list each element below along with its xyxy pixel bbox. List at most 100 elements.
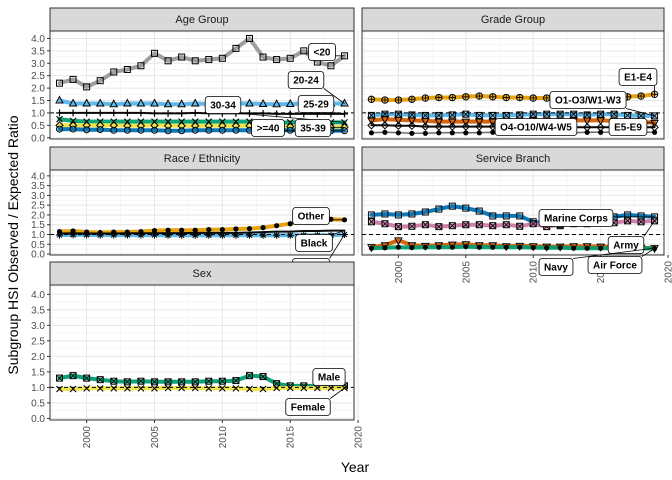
marker-box: [610, 110, 618, 118]
point-male: [123, 378, 131, 386]
leader-line: [332, 230, 345, 235]
leader-line: [329, 387, 345, 399]
marker-plus: [516, 94, 523, 101]
marker-box: [110, 377, 118, 385]
point-e5-e9: [596, 117, 605, 126]
marker-cross: [137, 377, 145, 385]
point-o4-o10-w4-w5: [407, 121, 417, 131]
marker-plus: [462, 93, 470, 100]
point-female: [137, 384, 145, 392]
point-army: [502, 221, 510, 229]
label-box: [607, 236, 645, 254]
marker-box: [218, 377, 226, 385]
point-white: [246, 231, 253, 239]
point-male: [83, 374, 91, 382]
marker-box: [191, 378, 199, 386]
point-white: [232, 231, 240, 239]
marker-box: [232, 377, 240, 385]
point-20-24: [150, 98, 159, 107]
point-e5-e9: [461, 118, 471, 127]
leader-line: [641, 248, 655, 257]
series-label-text: <20: [314, 48, 331, 59]
point-lowest: [422, 130, 428, 136]
point-male: [56, 374, 63, 382]
point-40: [137, 126, 145, 134]
point-e1-e4: [381, 96, 389, 104]
point-white: [286, 231, 294, 239]
point-female: [178, 384, 186, 392]
y-tick-label: 0.0: [31, 133, 45, 144]
point-air-force: [490, 244, 496, 250]
point-black: [70, 228, 76, 234]
marker-box: [123, 378, 131, 386]
marker-cross: [232, 377, 240, 384]
point-black: [165, 227, 171, 233]
panel-title: Grade Group: [481, 14, 545, 26]
y-tick-label: 3.5: [31, 46, 45, 57]
marker-box: [624, 217, 632, 225]
panel-grade-group: Grade Group E1-E4 O1-O3/W1-W3 O4-O10/W4-W5 E…: [361, 7, 669, 140]
point-white: [123, 231, 131, 239]
marker-cross: [164, 378, 172, 386]
point-black: [274, 223, 280, 229]
point-army: [475, 221, 483, 229]
marker-box: [394, 223, 402, 231]
point-20-24: [272, 99, 281, 108]
panel-title: Sex: [193, 268, 212, 280]
point-20: [273, 56, 281, 64]
point-marine-corps: [367, 211, 375, 219]
panel-race-ethnicity: Race / Ethnicity 0.00.51.01.52.02.53.03.5…: [31, 146, 359, 276]
label-box: [587, 256, 643, 274]
point-marine-corps: [489, 212, 497, 220]
y-tick-label: 1.5: [31, 367, 45, 378]
point-air-force: [449, 244, 455, 250]
series-label-text: Air Force: [593, 261, 637, 272]
marker-cross: [462, 221, 470, 228]
point-20: [300, 47, 308, 55]
marker-box: [651, 112, 659, 120]
panel-title: Age Group: [175, 14, 228, 26]
marker-box: [448, 111, 456, 119]
point-30-34: [69, 117, 77, 125]
series-o1-o3-w1-w3: [367, 110, 659, 120]
marker-box: [435, 223, 443, 231]
series-label-25-29: 25-29: [297, 95, 345, 115]
label-box: [549, 91, 627, 109]
label-box: [287, 71, 325, 89]
point-black: [246, 226, 253, 232]
point-20-24: [340, 98, 349, 107]
marker-plus: [422, 94, 429, 102]
marker-box: [137, 377, 145, 385]
point-20-24: [82, 98, 91, 107]
label-box: [295, 234, 333, 252]
point-black: [219, 226, 225, 233]
series-label-text: Male: [318, 373, 341, 384]
marker-cross: [205, 377, 213, 385]
x-tick-label: 2015: [286, 426, 297, 449]
point-o1-o3-w1-w3: [462, 110, 470, 118]
point-20: [218, 54, 226, 62]
x-tick-label: 2005: [150, 426, 161, 449]
point-e5-e9: [447, 118, 457, 127]
y-tick-label: 4.0: [31, 171, 45, 182]
point-air-force: [571, 245, 577, 251]
marker-box: [421, 221, 429, 229]
marker-cross: [489, 222, 497, 229]
panel-service-branch: Service Branch20002005201020152020Marine…: [361, 146, 672, 283]
point-female: [83, 384, 91, 392]
point-40: [191, 126, 199, 134]
marker-box: [83, 374, 91, 382]
point-40: [151, 126, 158, 134]
point-lowest: [463, 130, 469, 136]
marker-cross: [637, 218, 645, 226]
point-white: [164, 231, 172, 239]
point-air-force: [530, 244, 536, 251]
series-label-text: Army: [613, 241, 639, 252]
point-army: [637, 218, 645, 226]
marker-box: [556, 110, 564, 118]
label-box: [294, 119, 332, 137]
point-20: [232, 44, 240, 52]
point-o4-o10-w4-w5: [380, 121, 390, 130]
marker-box: [570, 110, 578, 118]
point-marine-corps: [502, 212, 510, 220]
